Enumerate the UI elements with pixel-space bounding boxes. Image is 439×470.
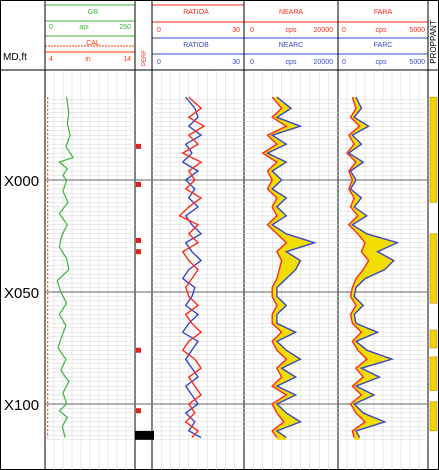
gr-unit-label: api [79,24,89,31]
ratioa-max-label: 30 [232,27,240,34]
ratiob-max-label: 30 [232,59,240,66]
proppant-bar [429,96,438,203]
farc-min-label: 0 [342,59,346,66]
perf-mark [136,143,141,149]
neara-unit-label: cps [286,27,297,34]
perf-mark [136,237,141,243]
proppant-bar [429,233,438,304]
farc-track-title: FARC [374,42,393,49]
cal-min-label: 4 [49,56,53,63]
near-b-curve [265,96,317,439]
ratiob-min-label: 0 [157,59,161,66]
fill-layer [262,97,398,440]
far-b-curve [347,96,400,438]
far-a-curve [346,96,370,438]
fara-min-label: 0 [342,27,346,34]
ratiob-track-title: RATIOB [183,42,209,49]
perf-mark [136,249,141,255]
fara-unit-label: cps [376,27,387,34]
cal-unit-label: in [85,56,91,63]
neara-max-label: 20000 [314,27,334,34]
fara-max-label: 5000 [409,27,425,34]
gr-track-title: GR [88,9,99,16]
depth-label-layer: X000 X050 X100 [4,173,39,414]
fara-track-title: FARA [374,9,393,16]
gr-min-label: 0 [49,24,53,31]
curve-layer [47,96,400,439]
proppant-track-title: PROPPANT [429,20,438,64]
depth-label: X000 [4,173,39,190]
near-separation-fill [262,97,315,440]
farc-unit-label: cps [376,59,387,66]
perf-interval-block [135,430,154,440]
neara-track-title: NEARA [279,9,303,16]
perf-mark [136,181,141,187]
ratio-a-curve [178,96,206,439]
mark-layer [135,96,438,440]
nearc-min-label: 0 [250,59,254,66]
proppant-bar [429,401,438,432]
perf-mark [136,347,141,353]
cal-track-title: CAL [86,40,100,47]
depth-axis-title: MD,ft [3,52,27,63]
nearc-track-title: NEARC [279,42,304,49]
gr-max-label: 250 [119,24,131,31]
gr-curve [56,97,75,438]
depth-label: X050 [4,285,39,302]
ratioa-track-title: RATIOA [183,9,209,16]
cal-max-label: 14 [123,56,131,63]
proppant-bar [429,329,438,349]
perf-mark [136,408,141,414]
perf-track-title: PERF [142,50,148,66]
far-separation-fill [347,97,398,440]
proppant-bar [429,356,438,391]
nearc-unit-label: cps [286,59,297,66]
nearc-max-label: 20000 [314,59,334,66]
farc-max-label: 5000 [409,59,425,66]
near-a-curve [261,96,288,439]
ratioa-min-label: 0 [157,27,161,34]
neara-min-label: 0 [250,27,254,34]
depth-label: X100 [4,397,39,414]
